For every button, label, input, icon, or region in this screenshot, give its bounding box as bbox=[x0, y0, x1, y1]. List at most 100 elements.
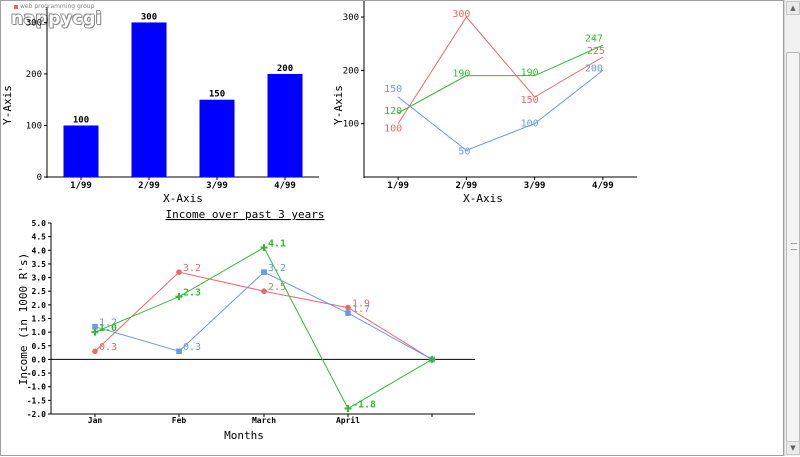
line-data-label: 225 bbox=[587, 46, 605, 57]
scroll-down-icon[interactable]: ▼ bbox=[786, 441, 800, 455]
income-data-label: 3.2 bbox=[183, 263, 201, 274]
income-point-cross bbox=[428, 355, 436, 363]
line-series bbox=[397, 16, 604, 124]
income-y-tick-label: 5.0 bbox=[32, 219, 47, 228]
income-point-square bbox=[176, 348, 182, 355]
line-data-label: 200 bbox=[585, 63, 603, 74]
logo-tagline: web programming group bbox=[14, 3, 94, 10]
bar-chart: Y-Axis X-Axis 0 100 200 300 100 1/99 300 2/99 15… bbox=[1, 7, 319, 205]
bar-data-label: 100 bbox=[73, 115, 89, 125]
scrollbar-thumb[interactable] bbox=[786, 52, 800, 442]
line-chart-ylabel: Y-Axis bbox=[332, 85, 345, 125]
line-data-label: 150 bbox=[384, 84, 402, 95]
page-viewport: web programming group nappycgi Y-Axis X-… bbox=[0, 0, 784, 456]
income-x-tick-label: Jan bbox=[88, 416, 103, 425]
income-y-tick-label: 0.0 bbox=[32, 355, 47, 364]
line-data-label: 50 bbox=[458, 146, 470, 157]
income-data-label: 1.0 bbox=[99, 323, 117, 334]
nappycgi-logo: web programming group nappycgi bbox=[7, 3, 127, 33]
income-point-circle bbox=[176, 269, 182, 275]
line-y-tick-label: 300 bbox=[343, 13, 359, 23]
bar-data-label: 300 bbox=[141, 12, 157, 22]
income-series bbox=[94, 271, 433, 360]
bar bbox=[131, 22, 167, 178]
bar-y-tick-label: 200 bbox=[26, 70, 42, 80]
line-data-label: 300 bbox=[452, 9, 470, 20]
income-chart-xlabel: Months bbox=[224, 429, 264, 442]
income-y-tick-label: 2.0 bbox=[32, 301, 47, 310]
income-point-circle bbox=[261, 288, 267, 295]
income-y-tick-label: -0.5 bbox=[27, 369, 46, 378]
income-series bbox=[94, 271, 433, 360]
bar-data-label: 150 bbox=[209, 90, 225, 100]
bar bbox=[63, 125, 99, 177]
income-chart-ylabel: Income (in 1000 R's) bbox=[17, 253, 30, 385]
line-chart: Y-Axis X-Axis 100 200 300 1/99 2/99 3/99 4/99 1… bbox=[332, 1, 637, 205]
income-point-square bbox=[92, 323, 98, 330]
income-point-square bbox=[261, 269, 267, 275]
income-y-tick-label: 4.5 bbox=[32, 233, 47, 242]
income-data-label: 2.3 bbox=[183, 288, 201, 299]
income-x-tick-label: April bbox=[336, 415, 360, 425]
income-point-cross bbox=[175, 293, 183, 301]
line-y-tick-label: 100 bbox=[343, 120, 359, 130]
income-y-tick-label: 3.5 bbox=[32, 260, 47, 269]
line-data-label: 100 bbox=[521, 119, 539, 130]
bar-chart-xlabel: X-Axis bbox=[163, 192, 203, 205]
income-data-label: 0.3 bbox=[183, 342, 201, 353]
line-x-tick-label: 2/99 bbox=[456, 181, 478, 191]
income-x-tick-label: March bbox=[252, 416, 276, 425]
bar-chart-ylabel: Y-Axis bbox=[1, 85, 14, 125]
income-y-tick-label: 0.5 bbox=[32, 342, 47, 351]
income-y-tick-label: 2.5 bbox=[32, 287, 47, 296]
line-x-tick-label: 4/99 bbox=[592, 181, 614, 191]
income-chart-title: Income over past 3 years bbox=[166, 208, 325, 221]
line-data-label: 150 bbox=[521, 95, 539, 106]
vertical-scrollbar[interactable]: ▲ ▼ bbox=[784, 0, 800, 456]
bar bbox=[267, 73, 303, 177]
line-x-tick-label: 3/99 bbox=[524, 181, 546, 191]
line-x-tick-label: 1/99 bbox=[387, 181, 409, 191]
line-data-label: 190 bbox=[521, 68, 539, 79]
income-y-tick-label: -1.0 bbox=[27, 383, 46, 392]
grip-icon bbox=[791, 243, 797, 250]
income-data-label: 3.2 bbox=[268, 263, 286, 274]
bar-data-label: 200 bbox=[277, 64, 293, 74]
scroll-up-icon[interactable]: ▲ bbox=[786, 1, 800, 15]
income-y-tick-label: 1.5 bbox=[32, 315, 47, 324]
income-chart: Income over past 3 years Income (in 1000… bbox=[17, 208, 475, 442]
line-series bbox=[397, 44, 604, 114]
bar-x-tick-label: 4/99 bbox=[274, 181, 296, 191]
line-data-label: 247 bbox=[585, 33, 603, 44]
line-y-tick-label: 200 bbox=[343, 66, 359, 76]
bar-y-tick-label: 100 bbox=[26, 121, 42, 131]
income-data-label: -1.8 bbox=[352, 400, 376, 411]
logo-wordmark: nappycgi bbox=[11, 9, 103, 29]
bar-x-tick-label: 3/99 bbox=[206, 181, 228, 191]
income-point-cross bbox=[91, 328, 99, 336]
income-data-label: 1.9 bbox=[352, 299, 370, 310]
bar-x-tick-label: 1/99 bbox=[70, 181, 92, 191]
income-data-label: 1.2 bbox=[99, 318, 117, 329]
line-chart-xlabel: X-Axis bbox=[463, 192, 503, 205]
income-point-cross bbox=[344, 405, 352, 413]
line-series bbox=[397, 69, 604, 151]
income-y-tick-label: -1.5 bbox=[27, 396, 46, 405]
income-point-circle bbox=[92, 348, 98, 355]
line-data-label: 120 bbox=[384, 106, 402, 117]
income-point-square bbox=[345, 310, 351, 316]
bar-x-tick-label: 2/99 bbox=[138, 181, 160, 191]
income-data-label: 2.5 bbox=[268, 282, 286, 293]
bar bbox=[199, 99, 235, 177]
bar-y-tick-label: 300 bbox=[26, 18, 42, 28]
income-data-label: 4.1 bbox=[268, 239, 286, 250]
income-y-tick-label: 1.0 bbox=[32, 328, 47, 337]
income-data-label: 1.7 bbox=[352, 304, 370, 315]
income-y-tick-label: 4.0 bbox=[32, 246, 47, 255]
income-point-circle bbox=[345, 304, 351, 311]
line-data-label: 100 bbox=[384, 124, 402, 135]
income-x-tick-label: Feb bbox=[172, 416, 187, 425]
income-y-tick-label: -2.0 bbox=[27, 410, 46, 419]
income-y-tick-label: 3.0 bbox=[32, 274, 47, 283]
income-point-cross bbox=[260, 244, 268, 252]
